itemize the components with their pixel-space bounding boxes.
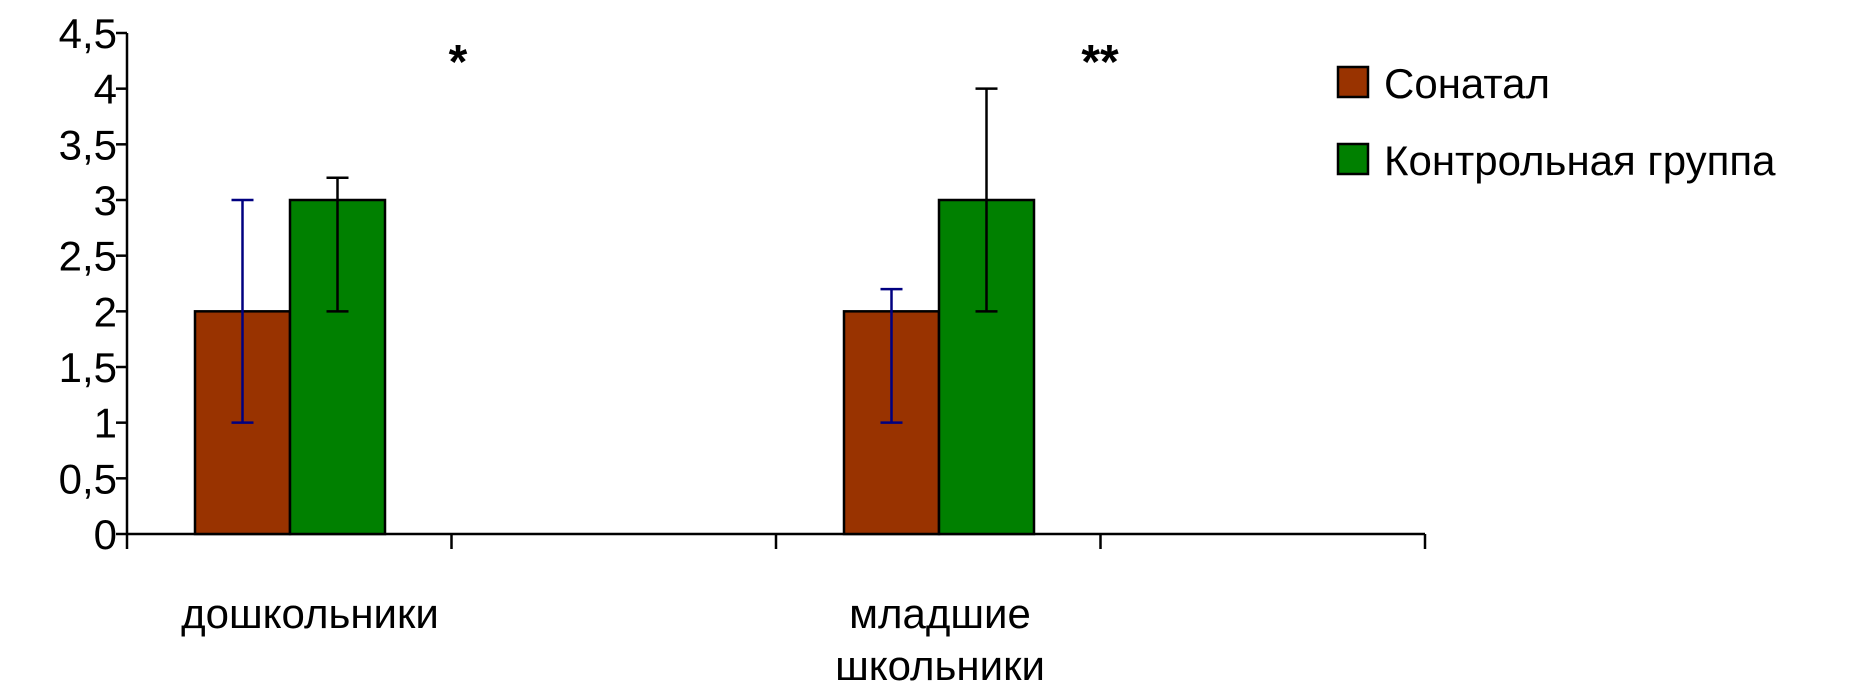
y-tick-label: 4,5	[59, 10, 117, 57]
y-tick-label: 0,5	[59, 455, 117, 502]
legend-swatch-sonatal	[1336, 65, 1370, 99]
legend-label-sonatal: Сонатал	[1384, 60, 1550, 107]
x-category-label: младшие школьники	[835, 590, 1045, 689]
y-tick-label: 1	[94, 400, 117, 447]
y-tick-label: 3,5	[59, 121, 117, 168]
legend: Сонатал Контрольная группа	[1336, 60, 1776, 184]
axes: 0 0,5 1 1,5 2 2,5 3 3,5 4 4,5 дошкольники младшие шк…	[59, 10, 1427, 689]
y-tick-label: 2	[94, 288, 117, 335]
y-tick-label: 3	[94, 177, 117, 224]
significance-annotations: * **	[449, 36, 1119, 89]
x-category-label-line: школьники	[835, 642, 1045, 689]
bars	[193, 198, 1036, 536]
x-category-label-line: дошкольники	[181, 590, 439, 637]
y-tick-label: 4	[94, 66, 117, 113]
legend-label-control: Контрольная группа	[1384, 137, 1776, 184]
y-tick-label: 1,5	[59, 344, 117, 391]
legend-swatch-control	[1336, 142, 1370, 176]
error-bars	[231, 87, 998, 424]
y-tick-label: 0	[94, 511, 117, 558]
x-category-label-line: младшие	[849, 590, 1031, 637]
x-category-label: дошкольники	[181, 590, 439, 637]
significance-marker: *	[449, 36, 468, 89]
y-tick-label: 2,5	[59, 233, 117, 280]
significance-marker: **	[1081, 36, 1119, 89]
